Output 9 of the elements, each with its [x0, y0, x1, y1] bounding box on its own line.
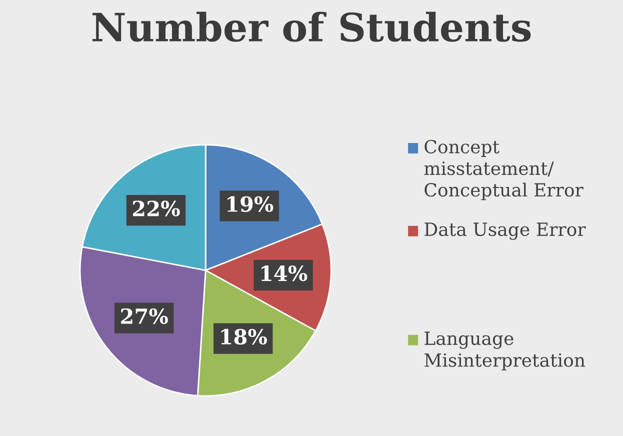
data-label: 14%	[261, 265, 308, 282]
data-label: 18%	[221, 328, 267, 345]
data-label: 22%	[132, 200, 180, 216]
chart-title: Number of Students	[92, 12, 531, 42]
legend-label: Language Misinterpretation	[424, 332, 586, 370]
legend-label: Concept misstatement/ Conceptual Error	[424, 140, 584, 200]
data-label: 19%	[228, 196, 274, 212]
data-label: 27%	[121, 308, 168, 324]
legend-label: Data Usage Error	[424, 222, 586, 240]
